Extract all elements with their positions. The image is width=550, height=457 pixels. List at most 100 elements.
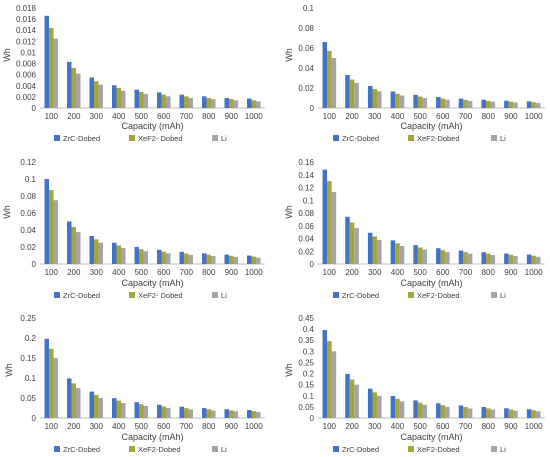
- y-tick-label: 0.25: [20, 314, 36, 323]
- legend: ZrC-Dobed XeF2-Dobed Li: [333, 445, 506, 454]
- bar-li-200: [354, 384, 359, 418]
- x-tick-label: 800: [202, 112, 216, 121]
- bar-xef2-dobed-500: [139, 91, 144, 108]
- x-tick-label: 300: [90, 112, 104, 121]
- x-tick-label: 600: [157, 268, 171, 277]
- chart-panel-5: 0 0.05 0.1 0.15 0.2 0.25 100 200 300 400 500 600 700…: [4, 314, 265, 454]
- x-axis-title: Capacity (mAh): [121, 121, 183, 131]
- bar-li-700: [188, 409, 193, 418]
- bar-li-800: [211, 410, 216, 418]
- x-tick-label: 700: [180, 422, 194, 431]
- legend-swatch: [129, 446, 135, 452]
- x-tick-label: 800: [482, 268, 496, 277]
- legend-label: Li: [500, 134, 506, 143]
- bar-zrc-dobed-600: [436, 97, 441, 108]
- bar-li-100: [53, 358, 58, 418]
- bar-zrc-dobed-600: [157, 92, 162, 108]
- legend-label: XeF2-Dobed: [417, 291, 460, 300]
- bar-li-400: [121, 248, 126, 264]
- y-tick-label: 0.014: [16, 26, 37, 35]
- bar-zrc-dobed-1000: [526, 409, 532, 418]
- legend: ZrC-Dobed XeF2- Dobed Li: [54, 291, 227, 300]
- y-axis-title: Wh: [284, 48, 294, 62]
- x-tick-label: 200: [345, 112, 359, 121]
- y-tick-label: 0.1: [303, 392, 315, 401]
- legend-label: XeF2-Dobed: [417, 445, 460, 454]
- x-tick-label: 1000: [245, 422, 263, 431]
- bar-li-200: [76, 388, 81, 418]
- x-tick-label: 600: [436, 268, 450, 277]
- bar-zrc-dobed-1000: [247, 410, 252, 418]
- bar-zrc-dobed-400: [390, 396, 396, 418]
- bar-xef2-dobed-200: [71, 383, 76, 418]
- x-tick-label: 400: [391, 268, 405, 277]
- y-tick-label: 0.08: [298, 209, 314, 218]
- bar-xef2-dobed-800: [485, 100, 491, 108]
- legend-label: Li: [221, 445, 227, 454]
- y-tick-label: 0.2: [25, 334, 37, 343]
- x-tick-label: 800: [482, 112, 496, 121]
- legend-swatch: [212, 135, 218, 141]
- bar-li-600: [166, 96, 171, 108]
- bar-li-300: [98, 398, 103, 418]
- x-tick-label: 300: [368, 422, 382, 431]
- bar-zrc-dobed-500: [134, 89, 139, 108]
- bar-li-100: [53, 200, 58, 264]
- bar-xef2-dobed-500: [417, 96, 423, 108]
- bar-xef2-dobed-100: [327, 51, 332, 108]
- legend-swatch: [54, 135, 60, 141]
- legend-swatch: [212, 446, 218, 452]
- x-tick-label: 1000: [525, 112, 543, 121]
- bar-xef2-dobed-900: [508, 254, 514, 264]
- y-tick-label: 0.006: [16, 71, 37, 80]
- bar-zrc-dobed-600: [157, 404, 162, 418]
- y-tick-label: 0.02: [20, 243, 36, 252]
- bar-zrc-dobed-800: [202, 96, 207, 108]
- y-tick-label: 0.016: [16, 15, 37, 24]
- bar-li-600: [166, 253, 171, 265]
- bar-xef2-dobed-400: [395, 243, 400, 264]
- bar-li-500: [422, 249, 427, 264]
- bar-xef2-dobed-1000: [531, 255, 536, 264]
- bar-xef2-dobed-400: [116, 245, 121, 264]
- bar-li-800: [211, 256, 216, 264]
- x-tick-label: 400: [112, 422, 126, 431]
- x-tick-label: 200: [345, 422, 359, 431]
- bar-zrc-dobed-800: [481, 99, 486, 108]
- x-axis-title: Capacity (mAh): [400, 432, 462, 442]
- bar-li-600: [445, 406, 450, 418]
- bar-zrc-dobed-800: [202, 253, 207, 265]
- bar-xef2-dobed-100: [327, 341, 332, 418]
- x-tick-label: 100: [323, 112, 337, 121]
- bar-xef2-dobed-600: [440, 250, 446, 264]
- bar-xef2-dobed-200: [71, 227, 76, 264]
- bar-li-700: [467, 100, 473, 108]
- bar-zrc-dobed-600: [436, 403, 441, 418]
- x-tick-label: 800: [482, 422, 496, 431]
- bar-zrc-dobed-500: [134, 402, 139, 418]
- bar-xef2-dobed-600: [161, 251, 166, 264]
- y-tick-label: 0.12: [298, 184, 314, 193]
- x-tick-label: 400: [112, 268, 126, 277]
- bar-zrc-dobed-700: [179, 406, 184, 418]
- chart-panel-3: 0 0.02 0.04 0.06 0.08 0.1 0.12 100 200 300 400 500 6…: [2, 158, 265, 300]
- bar-zrc-dobed-600: [436, 248, 441, 264]
- legend-label: XeF2- Dobed: [138, 134, 183, 143]
- bar-li-800: [490, 409, 496, 418]
- bar-zrc-dobed-100: [44, 179, 49, 264]
- bar-li-1000: [256, 412, 261, 418]
- x-tick-label: 700: [180, 112, 194, 121]
- bar-zrc-dobed-500: [134, 247, 139, 264]
- x-tick-label: 700: [459, 422, 473, 431]
- bar-xef2-dobed-1000: [251, 256, 256, 264]
- bar-zrc-dobed-100: [322, 330, 328, 418]
- bar-xef2-dobed-900: [229, 410, 234, 418]
- bar-li-500: [422, 404, 427, 418]
- x-tick-label: 200: [67, 422, 81, 431]
- bar-xef2-dobed-600: [440, 405, 446, 418]
- chart-panel-6: 0 0.05 0.1 0.15 0.2 0.25 0.3 0.35 0.4 0.45 100 200 3…: [284, 314, 545, 454]
- bar-zrc-dobed-200: [67, 378, 72, 418]
- y-tick-label: 0.2: [303, 370, 315, 379]
- y-tick-label: 0.4: [303, 325, 315, 334]
- bar-zrc-dobed-200: [67, 61, 72, 108]
